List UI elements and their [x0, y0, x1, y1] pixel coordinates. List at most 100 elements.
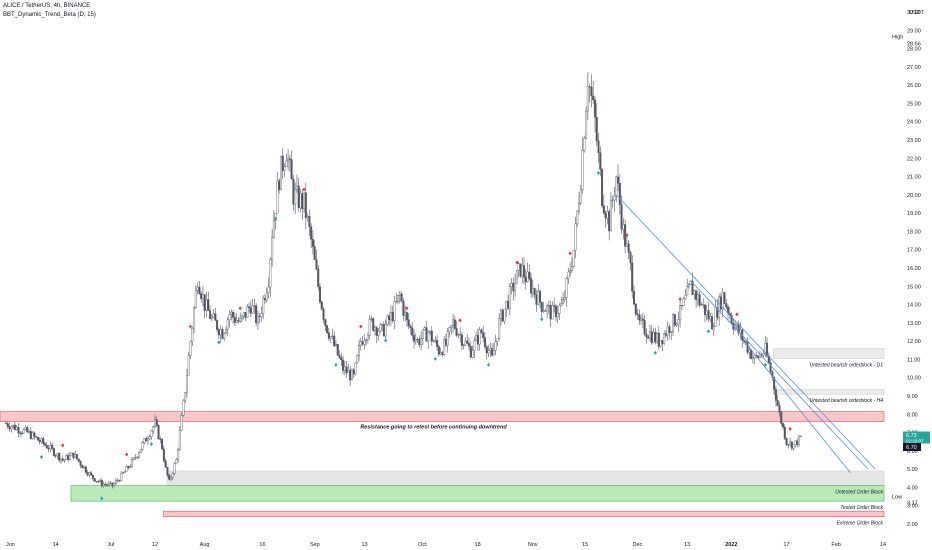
- time-axis[interactable]: Jun 14 Jul 12 Aug 16 Sep 13 Oct 18 Nov 15 Dec 13 2022 1…: [6, 542, 886, 548]
- sell-signal: [359, 324, 363, 329]
- candle: [276, 180, 279, 214]
- candle: [258, 315, 261, 317]
- candle: [223, 333, 226, 339]
- candle: [618, 182, 621, 205]
- zone-label: Tested Order Block: [840, 505, 883, 511]
- candle: [136, 456, 139, 458]
- candle: [169, 477, 172, 480]
- candle: [560, 303, 563, 306]
- candle: [617, 176, 620, 184]
- candle: [693, 290, 696, 295]
- candle: [627, 243, 630, 253]
- candle: [723, 292, 726, 304]
- y-tick-label: 11.00: [907, 357, 920, 363]
- candle: [420, 338, 423, 345]
- candle: [523, 265, 526, 278]
- candle: [83, 466, 86, 469]
- candle: [246, 306, 249, 318]
- candle: [104, 483, 107, 485]
- symbol-title: ALICE / TetherUS, 4h, BINANCE: [3, 3, 91, 9]
- sell-signal: [735, 312, 739, 317]
- candle: [145, 438, 148, 442]
- candle: [515, 270, 518, 284]
- candle: [320, 301, 323, 310]
- candle: [368, 319, 371, 336]
- candle: [386, 315, 389, 325]
- candle: [455, 328, 458, 336]
- candle: [790, 441, 793, 449]
- candle: [395, 301, 398, 303]
- candle: [164, 460, 167, 468]
- candle: [177, 448, 180, 460]
- candle: [565, 278, 568, 298]
- candle: [521, 265, 524, 277]
- candle: [469, 345, 472, 358]
- candle: [347, 370, 350, 374]
- candle: [496, 338, 499, 342]
- candle: [450, 325, 453, 328]
- y-tick-label: 30.00: [907, 10, 921, 16]
- candle: [315, 259, 318, 270]
- candle: [684, 294, 687, 300]
- candle: [711, 316, 714, 330]
- candle: [285, 160, 288, 167]
- candle: [219, 329, 222, 336]
- last-price: 6.73: [906, 433, 917, 439]
- candle: [237, 320, 240, 322]
- candle: [91, 474, 94, 479]
- candle: [40, 438, 43, 443]
- buy-signal: [274, 216, 278, 221]
- candle: [114, 480, 117, 484]
- candle: [54, 455, 57, 457]
- candle: [370, 318, 373, 320]
- low-value: 3.17: [907, 501, 918, 507]
- candle: [656, 332, 659, 343]
- candle: [379, 324, 382, 332]
- candle: [796, 440, 799, 445]
- candle: [120, 472, 123, 482]
- candle: [773, 377, 776, 390]
- candle: [294, 189, 297, 205]
- candle: [391, 312, 394, 321]
- x-tick-label: Nov: [528, 542, 538, 548]
- candle: [107, 483, 110, 486]
- x-tick-label: 14: [880, 542, 886, 548]
- candle: [26, 427, 29, 433]
- candle: [322, 308, 325, 320]
- candle: [161, 439, 164, 450]
- y-tick-label: 10.00: [907, 376, 921, 382]
- candle: [609, 200, 612, 232]
- candle: [778, 405, 781, 413]
- candle: [792, 444, 795, 449]
- candle: [63, 459, 66, 461]
- candle: [679, 305, 682, 320]
- candle: [154, 419, 157, 427]
- candle: [81, 464, 84, 469]
- candle: [253, 305, 256, 307]
- buy-signal: [39, 454, 44, 459]
- candle: [331, 335, 334, 337]
- price-axis[interactable]: 2.003.004.005.006.007.008.009.0010.0011.…: [907, 10, 925, 528]
- candle: [366, 334, 369, 341]
- candle: [334, 344, 337, 346]
- sell-signal: [302, 187, 306, 192]
- candle: [742, 340, 745, 342]
- y-tick-label: 24.00: [907, 120, 921, 126]
- candle: [301, 193, 304, 209]
- candle: [441, 352, 444, 355]
- trendline: [615, 194, 876, 470]
- candle: [411, 327, 414, 336]
- candle: [203, 294, 206, 311]
- candle: [155, 419, 158, 426]
- sell-signal: [515, 260, 519, 265]
- candle: [230, 312, 233, 315]
- candle: [686, 286, 689, 296]
- sell-signal: [678, 297, 682, 302]
- candle: [780, 412, 783, 424]
- candle: [562, 299, 565, 304]
- candle: [593, 99, 596, 118]
- y-tick-label: 22.00: [907, 156, 921, 162]
- x-tick-label: 14: [53, 542, 59, 548]
- candle: [661, 340, 664, 344]
